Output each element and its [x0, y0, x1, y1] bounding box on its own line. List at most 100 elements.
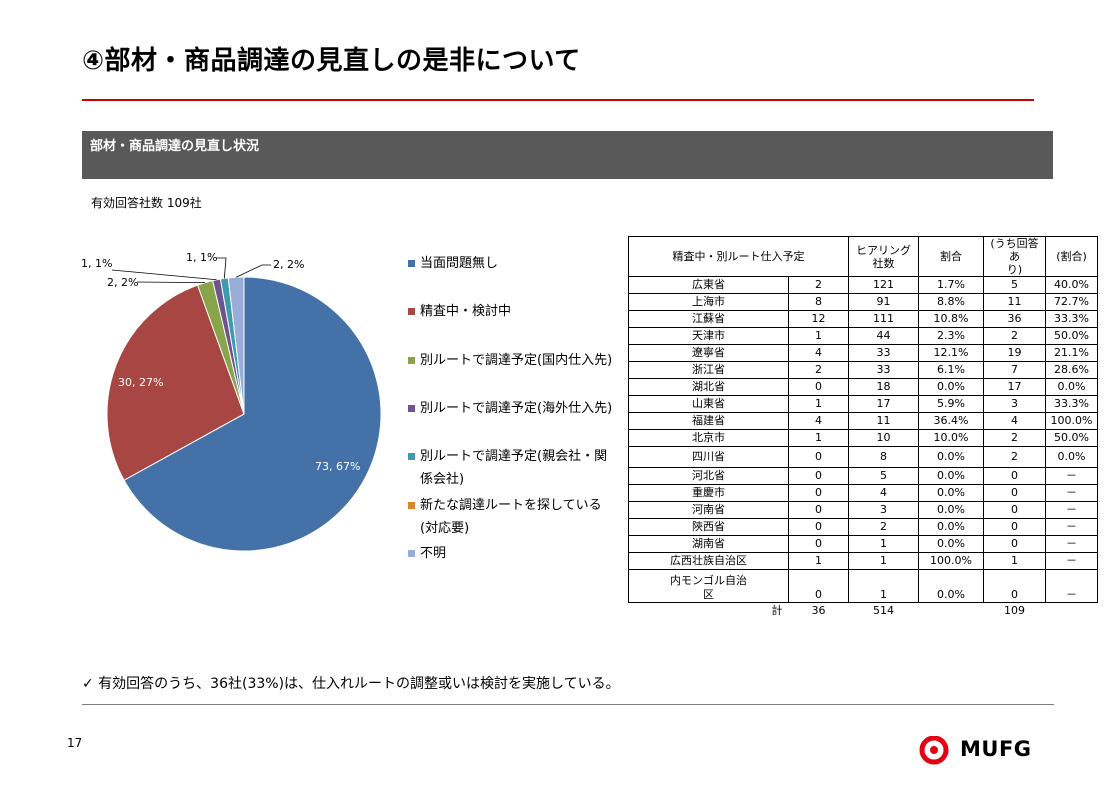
region-name-cell: 湖北省: [628, 378, 789, 396]
legend-swatch: [408, 550, 415, 557]
region-name-cell: 遼寧省: [628, 344, 789, 362]
pie-data-label: 1, 1%: [186, 251, 217, 264]
pie-slice: [123, 276, 382, 552]
legend-swatch: [408, 405, 415, 412]
answered-count-cell: 0: [983, 569, 1046, 603]
page-title: ④部材・商品調達の見直しの是非について: [82, 46, 581, 76]
respondent-count: 有効回答社数 109社: [91, 196, 202, 210]
legend-swatch: [408, 502, 415, 509]
answered-share-cell: 50.0%: [1045, 327, 1098, 345]
answered-share-cell: 33.3%: [1045, 395, 1098, 413]
region-name-cell: 福建省: [628, 412, 789, 430]
pie-data-label: 1, 1%: [81, 257, 112, 270]
hearing-count-cell: 4: [848, 484, 919, 502]
region-name-cell: 内モンゴル自治 区: [628, 569, 789, 603]
share-cell: 100.0%: [918, 552, 984, 570]
reply-count-cell: 1: [788, 429, 849, 447]
share-cell: 0.0%: [918, 378, 984, 396]
table-row: 北京市 1 10 10.0% 2 50.0%: [628, 429, 1098, 447]
mufg-logo-text: MUFG: [960, 737, 1032, 761]
region-name-cell: 河南省: [628, 501, 789, 519]
table-header: (割合): [1045, 236, 1098, 277]
region-name-cell: 江蘇省: [628, 310, 789, 328]
pie-leader-line: [136, 281, 206, 284]
reply-count-cell: 0: [788, 569, 849, 603]
hearing-count-cell: 1: [848, 552, 919, 570]
total-hearing-count: 514: [873, 604, 894, 617]
answered-count-cell: 36: [983, 310, 1046, 328]
pie-data-label: 2, 2%: [273, 258, 304, 271]
reply-count-cell: 0: [788, 378, 849, 396]
table-row: 上海市 8 91 8.8% 11 72.7%: [628, 293, 1098, 311]
legend-item: 当面問題無し: [408, 252, 623, 275]
answered-count-cell: 0: [983, 501, 1046, 519]
answered-share-cell: 0.0%: [1045, 378, 1098, 396]
legend-item: 不明: [408, 542, 623, 565]
share-cell: 0.0%: [918, 569, 984, 603]
answered-count-cell: 19: [983, 344, 1046, 362]
legend-item: 別ルートで調達予定(国内仕入先): [408, 349, 623, 372]
answered-share-cell: －: [1045, 518, 1098, 536]
answered-share-cell: 33.3%: [1045, 310, 1098, 328]
region-name-cell: 湖南省: [628, 535, 789, 553]
answered-count-cell: 11: [983, 293, 1046, 311]
legend-swatch: [408, 357, 415, 364]
region-name-cell: 陝西省: [628, 518, 789, 536]
hearing-count-cell: 33: [848, 344, 919, 362]
page-number: 17: [67, 736, 83, 750]
answered-share-cell: －: [1045, 552, 1098, 570]
hearing-count-cell: 44: [848, 327, 919, 345]
hearing-count-cell: 11: [848, 412, 919, 430]
answered-count-cell: 5: [983, 276, 1046, 294]
share-cell: 0.0%: [918, 446, 984, 468]
reply-count-cell: 1: [788, 395, 849, 413]
answered-share-cell: －: [1045, 501, 1098, 519]
reply-count-cell: 4: [788, 344, 849, 362]
answered-share-cell: 40.0%: [1045, 276, 1098, 294]
hearing-count-cell: 8: [848, 446, 919, 468]
pie-leader-line: [111, 269, 217, 281]
answered-share-cell: 50.0%: [1045, 429, 1098, 447]
legend-swatch: [408, 260, 415, 267]
answered-share-cell: 28.6%: [1045, 361, 1098, 379]
answered-count-cell: 4: [983, 412, 1046, 430]
table-row: 河南省 0 3 0.0% 0 －: [628, 501, 1098, 519]
share-cell: 10.0%: [918, 429, 984, 447]
answered-share-cell: 0.0%: [1045, 446, 1098, 468]
answered-share-cell: 72.7%: [1045, 293, 1098, 311]
legend-label: (対応要): [420, 521, 470, 536]
table-row: 山東省 1 17 5.9% 3 33.3%: [628, 395, 1098, 413]
table-header-text: (うち回答あ り): [990, 237, 1039, 276]
total-answered-count: 109: [1004, 604, 1025, 617]
table-row: 重慶市 0 4 0.0% 0 －: [628, 484, 1098, 502]
answered-count-cell: 2: [983, 446, 1046, 468]
reply-count-cell: 2: [788, 276, 849, 294]
hearing-count-cell: 1: [848, 569, 919, 603]
legend-label: 別ルートで調達予定(海外仕入先): [420, 401, 613, 416]
region-name-cell: 山東省: [628, 395, 789, 413]
answered-share-cell: 21.1%: [1045, 344, 1098, 362]
total-reply-count: 36: [811, 604, 826, 617]
region-table: 精査中・別ルート仕入予定 ヒアリング 社数 割合 (うち回答あ り) (割合) …: [628, 236, 1098, 619]
table-header: 精査中・別ルート仕入予定: [628, 236, 849, 277]
legend-swatch: [408, 453, 415, 460]
pie-leader-line: [235, 264, 271, 278]
pie-data-label: 30, 27%: [118, 376, 163, 389]
legend-label: 不明: [420, 546, 447, 561]
region-name-cell: 広東省: [628, 276, 789, 294]
legend-label: 別ルートで調達予定(親会社・関: [420, 449, 608, 464]
hearing-count-cell: 17: [848, 395, 919, 413]
reply-count-cell: 0: [788, 467, 849, 485]
total-empty: [919, 603, 984, 620]
legend-label: 精査中・検討中: [420, 304, 512, 319]
share-cell: 36.4%: [918, 412, 984, 430]
answered-share-cell: －: [1045, 535, 1098, 553]
answered-count-cell: 7: [983, 361, 1046, 379]
region-name-cell: 天津市: [628, 327, 789, 345]
table-header-row: 精査中・別ルート仕入予定 ヒアリング 社数 割合 (うち回答あ り) (割合): [628, 236, 1098, 277]
reply-count-cell: 4: [788, 412, 849, 430]
table-total-row: 計 36 514 109: [629, 603, 1098, 620]
table-header: (うち回答あ り): [983, 236, 1046, 277]
table-row: 湖北省 0 18 0.0% 17 0.0%: [628, 378, 1098, 396]
hearing-count-cell: 5: [848, 467, 919, 485]
